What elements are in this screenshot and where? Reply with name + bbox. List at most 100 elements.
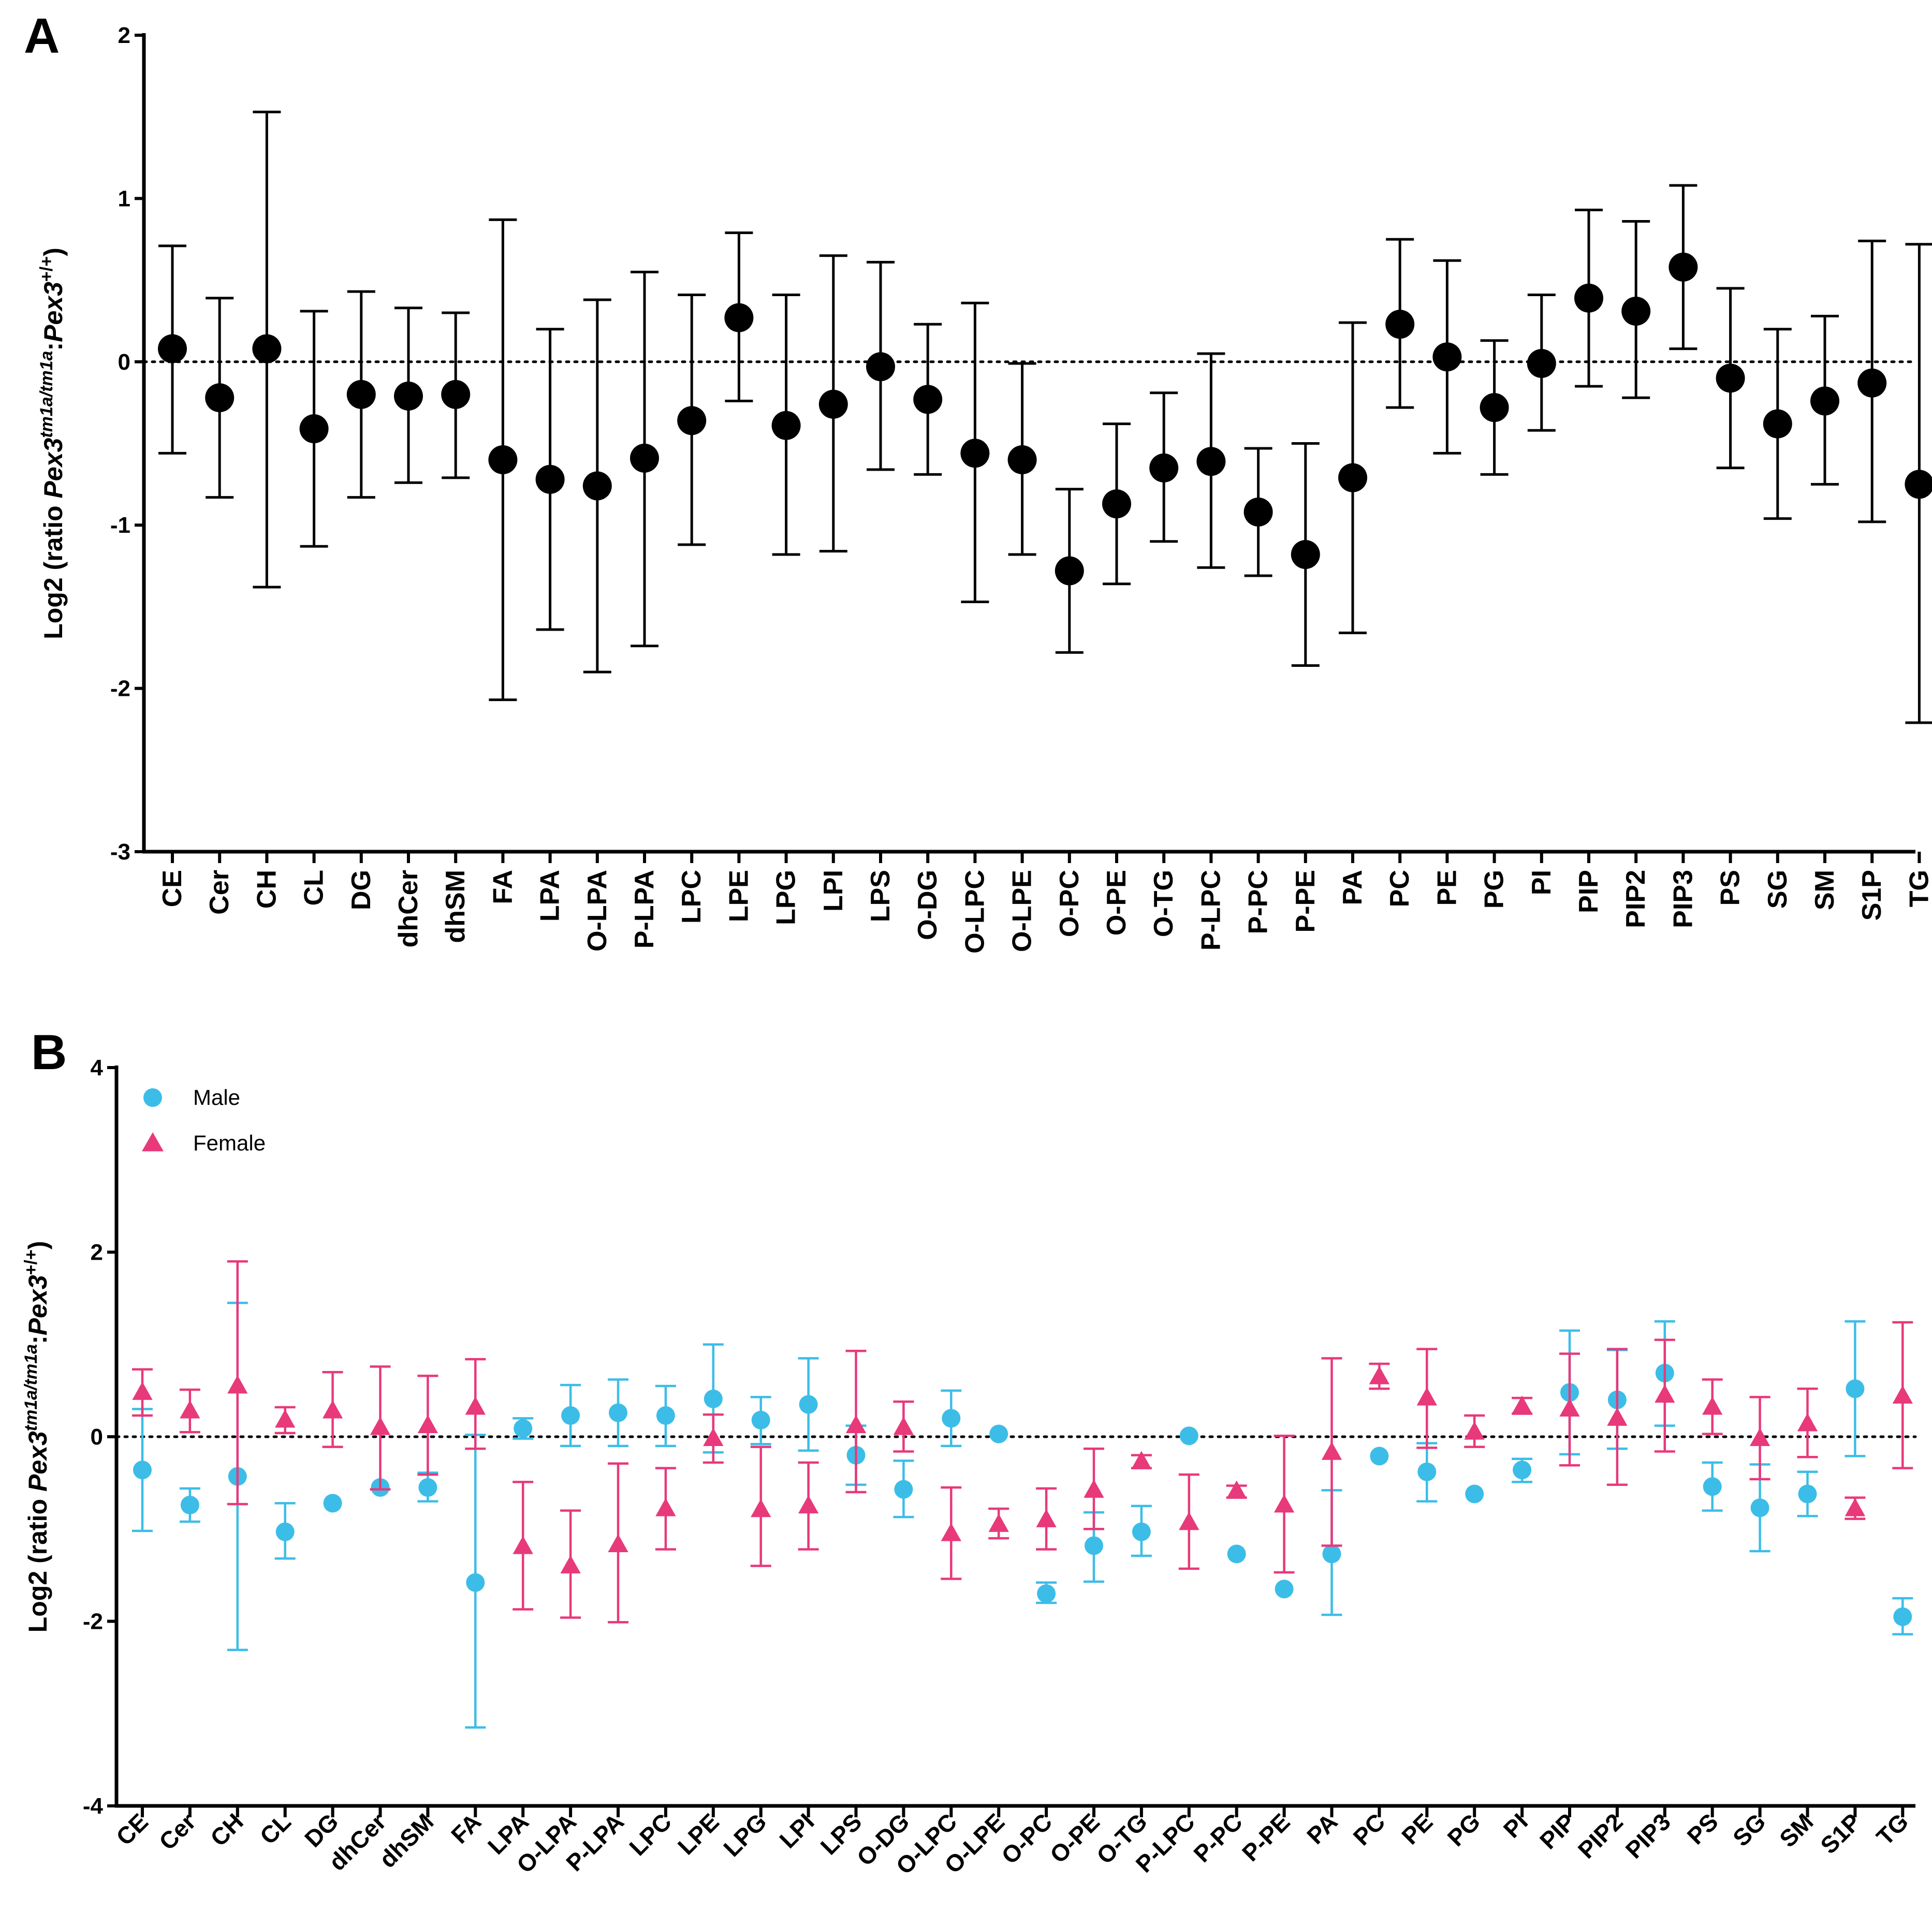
y-axis-label-part: : xyxy=(39,342,68,351)
data-point xyxy=(894,1480,913,1499)
data-point xyxy=(1655,1384,1675,1403)
data-point xyxy=(560,1555,581,1574)
data-point xyxy=(1370,1447,1389,1466)
data-point xyxy=(1102,489,1131,519)
x-tick-label: O-PE xyxy=(1045,1808,1105,1868)
data-point xyxy=(989,1424,1008,1443)
x-tick-label: PA xyxy=(1301,1808,1343,1849)
data-point xyxy=(893,1417,914,1435)
x-tick-label: O-LPA xyxy=(582,870,612,952)
data-point xyxy=(941,1523,961,1541)
data-point xyxy=(751,1499,771,1518)
data-point xyxy=(1703,1477,1722,1496)
data-point xyxy=(1750,1498,1769,1518)
x-tick-label: PA xyxy=(1338,870,1368,905)
x-tick-label: PE xyxy=(1396,1808,1438,1849)
x-tick-label: CE xyxy=(157,870,187,907)
x-tick-label: O-PC xyxy=(1055,870,1085,937)
data-point xyxy=(1196,447,1226,476)
legend-marker-male xyxy=(143,1088,162,1107)
data-point xyxy=(1274,1494,1295,1513)
x-tick-label: P-LPC xyxy=(1196,870,1226,951)
x-tick-label: LPA xyxy=(535,870,565,922)
x-tick-label: O-LPE xyxy=(1007,870,1037,952)
data-point xyxy=(1226,1480,1247,1499)
data-point xyxy=(1322,1544,1341,1564)
y-tick-label: 2 xyxy=(91,1240,103,1265)
data-point xyxy=(1275,1580,1294,1599)
data-point xyxy=(488,445,518,475)
data-point xyxy=(582,471,612,501)
data-point xyxy=(1798,1484,1817,1504)
data-point xyxy=(441,380,471,409)
x-tick-label: PI xyxy=(1527,870,1557,895)
data-point xyxy=(1513,1461,1532,1480)
y-axis-label-part: ) xyxy=(39,247,68,256)
x-tick-label: LPI xyxy=(818,870,848,912)
data-point xyxy=(1416,1387,1437,1406)
data-point xyxy=(1149,453,1179,483)
x-tick-label: LPC xyxy=(677,870,707,924)
x-tick-label: PIP3 xyxy=(1668,870,1698,928)
x-tick-label: LPG xyxy=(718,1808,772,1862)
x-tick-label: S1P xyxy=(1857,870,1887,921)
data-point xyxy=(798,1495,819,1514)
data-point xyxy=(751,1410,770,1429)
y-tick-label: -4 xyxy=(83,1793,104,1819)
data-point xyxy=(417,1414,438,1434)
x-tick-label: Cer xyxy=(204,870,235,915)
y-tick-label: 2 xyxy=(118,23,130,48)
data-point xyxy=(818,389,848,419)
y-axis-label-part: +/+ xyxy=(21,1249,41,1275)
x-tick-label: SG xyxy=(1728,1808,1771,1851)
series-male xyxy=(132,1302,1913,1729)
data-point xyxy=(1749,1427,1770,1447)
data-point xyxy=(1702,1396,1723,1415)
data-point xyxy=(988,1513,1009,1532)
data-point xyxy=(724,303,754,332)
panel-letter: A xyxy=(24,8,60,64)
y-axis-label-part: ) xyxy=(23,1241,52,1250)
x-tick-label: CL xyxy=(255,1808,296,1849)
data-point xyxy=(133,1461,152,1480)
x-tick-label: FA xyxy=(446,1808,486,1848)
data-point xyxy=(703,1427,724,1447)
data-point xyxy=(323,1494,342,1513)
data-point xyxy=(1893,1607,1912,1626)
data-point xyxy=(655,1498,676,1516)
data-point xyxy=(1338,463,1367,492)
data-point xyxy=(677,406,707,435)
legend: Male Female xyxy=(142,1085,266,1155)
data-point xyxy=(1037,1584,1056,1603)
data-point xyxy=(1512,1395,1532,1414)
series-all xyxy=(158,110,1932,724)
data-point xyxy=(1810,386,1839,416)
x-tick-label: P-PC xyxy=(1188,1808,1247,1867)
x-tick-label: P-LPA xyxy=(630,870,660,949)
data-point xyxy=(656,1406,675,1425)
x-tick-label: LPE xyxy=(672,1808,724,1860)
data-point xyxy=(1464,1421,1485,1440)
y-axis-label-part: Log2 (ratio xyxy=(23,1492,52,1632)
y-axis-label-part: Pex3 xyxy=(23,1275,52,1335)
x-tick-label: dhCer xyxy=(393,870,423,947)
x-tick-label: CH xyxy=(252,870,282,909)
data-point xyxy=(1131,1451,1152,1469)
data-point xyxy=(561,1406,580,1425)
data-point xyxy=(771,411,801,440)
x-tick-label: O-PC xyxy=(996,1808,1057,1869)
data-point xyxy=(1369,1366,1390,1384)
data-point xyxy=(370,1417,391,1435)
x-tick-label: PI xyxy=(1498,1808,1533,1843)
data-point xyxy=(1716,363,1745,393)
x-tick-label: O-TG xyxy=(1149,870,1179,937)
data-point xyxy=(1607,1407,1628,1426)
data-point xyxy=(1179,1426,1198,1446)
data-point xyxy=(1857,368,1887,398)
data-point xyxy=(513,1536,533,1554)
panel-letter: B xyxy=(31,1025,67,1080)
y-axis-label-part: Pex3 xyxy=(23,1431,52,1492)
data-point xyxy=(1243,497,1273,527)
x-tick-label: PIP2 xyxy=(1573,1808,1628,1863)
